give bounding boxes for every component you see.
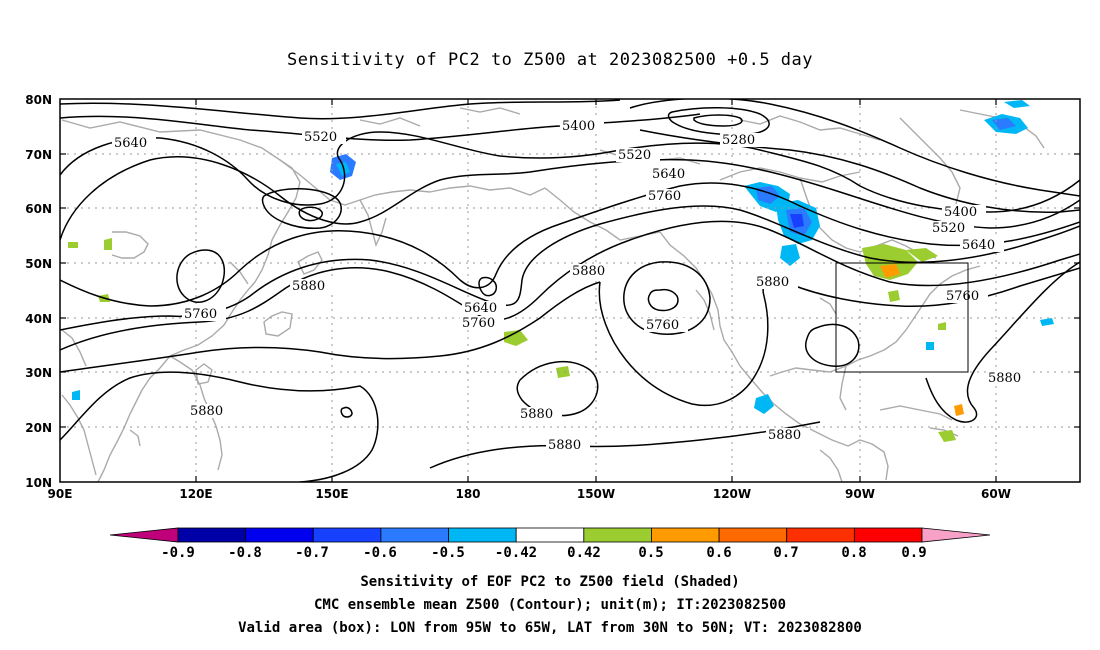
contour-label: 5400 [562,119,595,134]
colorbar-right-arrow [921,527,991,543]
coastlines [61,107,1045,482]
contour-label: 5640 [114,136,147,151]
contour-label: 5880 [548,438,581,453]
caption-line-3: Valid area (box): LON from 95W to 65W, L… [238,620,862,636]
contour-label: 5760 [946,289,979,304]
contour-label: 5640 [652,167,685,182]
lon-label: 90W [845,487,875,501]
contour-label: 5880 [572,264,605,279]
colorbar-label: 0.5 [638,545,663,561]
contour-label: 5520 [932,221,965,236]
contour-label: 5880 [292,279,325,294]
z500-contours [60,99,1080,482]
colorbar-swatch [177,527,247,543]
colorbar-label: 0.6 [706,545,731,561]
colorbar-swatch [651,527,720,543]
contour-label: 5280 [722,133,755,148]
caption-line-2: CMC ensemble mean Z500 (Contour); unit(m… [313,597,786,613]
contour-label: 5400 [944,205,977,220]
contour-label: 5880 [988,371,1021,386]
colorbar-label: 0.7 [773,545,798,561]
colorbar-label: -0.8 [228,545,262,561]
colorbar-swatch [312,527,382,543]
contour-label: 5880 [190,404,223,419]
contour-label: 5880 [520,407,553,422]
lon-label: 150W [577,487,615,501]
colorbar-label: -0.42 [495,545,537,561]
lat-label: 30N [25,366,52,380]
lat-label: 10N [25,476,52,490]
contour-labels: 5640 5520 5400 5280 5520 5640 5760 5400 … [112,119,1030,453]
lat-label: 80N [25,93,52,107]
lon-label: 120W [713,487,751,501]
contour-label: 5760 [646,318,679,333]
lat-label: 40N [25,312,52,326]
contour-label: 5520 [618,148,651,163]
colorbar-label: -0.9 [161,545,195,561]
colorbar-swatch [786,527,855,543]
map-title: Sensitivity of PC2 to Z500 at 2023082500… [286,50,813,70]
colorbar-label: -0.5 [431,545,465,561]
map-area [60,99,1080,482]
contour-label: 5880 [768,428,801,443]
colorbar-swatch [448,527,517,543]
map-frame [59,98,1081,483]
contour-label: 5880 [756,275,789,290]
contour-label: 5520 [304,130,337,145]
lon-label: 180 [455,487,480,501]
lon-label: 120E [179,487,212,501]
lon-label: 60W [981,487,1011,501]
colorbar-label: 0.9 [901,545,926,561]
lat-label: 70N [25,148,52,162]
longitude-labels: 90E 120E 150E 180 150W 120W 90W 60W [48,487,1011,501]
colorbar-label: 0.42 [567,545,601,561]
contour-label: 5760 [648,189,681,204]
colorbar-swatch [380,527,449,543]
caption-line-1: Sensitivity of EOF PC2 to Z500 field (Sh… [360,574,740,590]
lat-label: 60N [25,202,52,216]
contour-label: 5760 [184,307,217,322]
latitude-labels: 80N 70N 60N 50N 40N 30N 20N 10N [25,93,52,490]
lat-label: 20N [25,421,52,435]
colorbar-swatch [853,527,923,543]
colorbar-label: -0.6 [363,545,397,561]
colorbar-label: -0.7 [295,545,329,561]
colorbar-left-arrow [109,527,179,543]
colorbar: -0.9 -0.8 -0.7 -0.6 -0.5 -0.42 0.42 0.5 … [109,527,991,561]
lat-label: 50N [25,257,52,271]
lon-label: 90E [48,487,73,501]
valid-area-box [835,262,969,373]
contour-label: 5760 [462,316,495,331]
colorbar-swatch [515,527,585,543]
contour-label: 5640 [464,301,497,316]
colorbar-label: 0.8 [841,545,866,561]
colorbar-swatch [583,527,652,543]
colorbar-swatch [245,527,314,543]
contour-label: 5640 [962,238,995,253]
lon-label: 150E [315,487,348,501]
axis-ticks [60,99,1080,482]
colorbar-swatch [718,527,788,543]
sensitivity-shading [68,100,1054,442]
